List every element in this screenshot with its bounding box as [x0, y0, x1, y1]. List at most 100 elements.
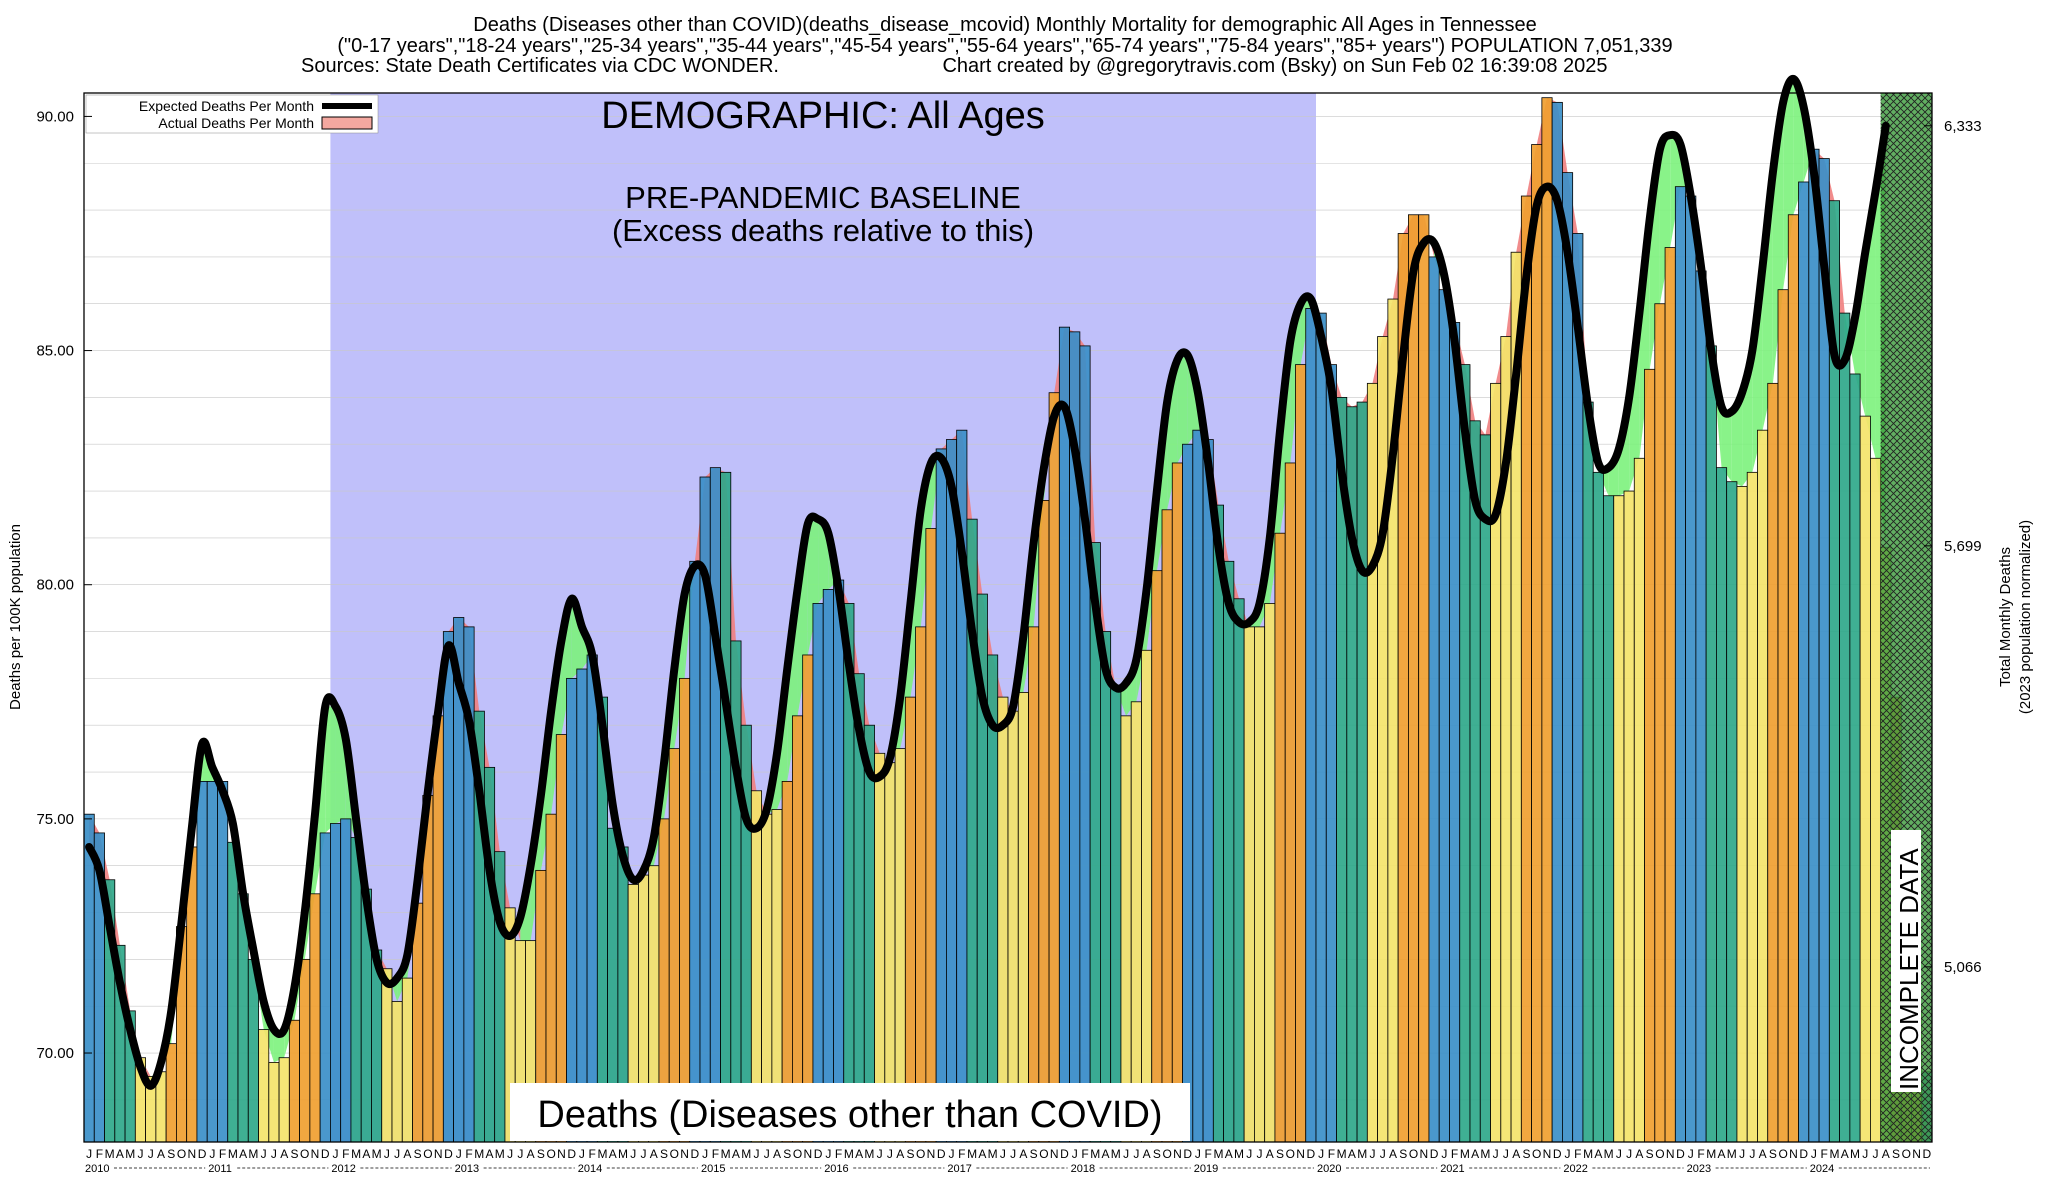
incomplete-data-label: INCOMPLETE DATA	[1894, 848, 1924, 1090]
year-label-bg	[700, 1161, 729, 1173]
month-label: A	[157, 1147, 165, 1161]
month-label: J	[579, 1147, 585, 1161]
deficit-fill	[1177, 355, 1188, 463]
bar	[1408, 214, 1420, 1143]
month-label: J	[1318, 1147, 1324, 1161]
month-label: O	[300, 1147, 309, 1161]
year-label-bg	[1685, 1161, 1715, 1173]
month-label: J	[764, 1147, 770, 1161]
year-label-bg	[1192, 1161, 1222, 1173]
bar	[268, 1061, 280, 1143]
bar	[1233, 598, 1245, 1143]
month-label: M	[1337, 1147, 1347, 1161]
bar	[1377, 336, 1389, 1143]
y2-tick-label: 6,333	[1944, 118, 1982, 135]
month-label: N	[1789, 1147, 1798, 1161]
bar	[1613, 495, 1625, 1143]
legend-actual-label: Actual Deaths Per Month	[158, 115, 314, 131]
bar	[1716, 467, 1728, 1143]
bar	[894, 748, 906, 1143]
month-label: O	[1409, 1147, 1418, 1161]
bar	[1171, 462, 1183, 1143]
bar	[196, 781, 208, 1143]
bar	[391, 1001, 403, 1143]
bar	[1182, 443, 1194, 1143]
month-label: N	[1666, 1147, 1675, 1161]
bar	[1151, 570, 1163, 1143]
bar	[1726, 481, 1738, 1143]
bar	[1100, 631, 1112, 1143]
bar	[1654, 303, 1666, 1143]
bar	[792, 715, 804, 1143]
deficit-fill	[325, 706, 336, 833]
year-label: 2011	[208, 1163, 232, 1175]
month-label: J	[137, 1147, 143, 1161]
month-label: J	[887, 1147, 893, 1161]
month-label: F	[1451, 1147, 1458, 1161]
month-label: M	[844, 1147, 854, 1161]
month-label: F	[1697, 1147, 1704, 1161]
chart-sources: Sources: State Death Certificates via CD…	[301, 55, 779, 77]
bar	[1048, 392, 1060, 1143]
month-label: S	[1030, 1147, 1038, 1161]
bar	[812, 603, 824, 1143]
year-label: 2017	[947, 1163, 971, 1175]
bar	[1551, 101, 1563, 1143]
month-label: N	[1296, 1147, 1305, 1161]
bar	[863, 724, 875, 1143]
month-label: O	[916, 1147, 925, 1161]
month-label: M	[967, 1147, 977, 1161]
year-label: 2016	[824, 1163, 848, 1175]
deficit-fill	[571, 598, 582, 679]
month-label: N	[311, 1147, 320, 1161]
bar	[1746, 471, 1758, 1143]
month-label: D	[567, 1147, 576, 1161]
month-label: A	[403, 1147, 411, 1161]
annotations: DEMOGRAPHIC: All Ages PRE-PANDEMIC BASEL…	[510, 95, 1924, 1141]
month-label: S	[290, 1147, 298, 1161]
month-label: F	[958, 1147, 965, 1161]
month-label: D	[1676, 1147, 1685, 1161]
bar	[350, 837, 362, 1143]
bar	[904, 696, 916, 1143]
month-label: J	[1010, 1147, 1016, 1161]
month-label: F	[96, 1147, 103, 1161]
month-label: M	[1727, 1147, 1737, 1161]
month-label: S	[1522, 1147, 1530, 1161]
month-label: D	[321, 1147, 330, 1161]
month-label: N	[680, 1147, 689, 1161]
bar	[1839, 312, 1851, 1143]
y2-axis-label-line2: (2023 population normalized)	[2017, 520, 2034, 714]
month-label: J	[517, 1147, 523, 1161]
month-label: M	[1357, 1147, 1367, 1161]
deficit-fill	[1721, 406, 1732, 482]
bar	[1664, 247, 1676, 1143]
bar	[1531, 144, 1543, 1143]
month-label: J	[1380, 1147, 1386, 1161]
bar	[1110, 687, 1122, 1143]
bar	[278, 1057, 290, 1143]
bar	[1141, 649, 1153, 1143]
bar	[1479, 434, 1491, 1143]
month-label: J	[507, 1147, 513, 1161]
bar	[1592, 471, 1604, 1143]
bar	[1223, 560, 1235, 1143]
bar	[165, 1043, 177, 1143]
month-label: A	[239, 1147, 247, 1161]
month-label: N	[1173, 1147, 1182, 1161]
month-label: J	[333, 1147, 339, 1161]
bar	[432, 715, 444, 1143]
month-label: J	[753, 1147, 759, 1161]
bar	[299, 958, 311, 1143]
bar	[329, 823, 342, 1143]
month-label: D	[1183, 1147, 1192, 1161]
baseline-label-line1: PRE-PANDEMIC BASELINE	[625, 180, 1021, 215]
month-label: J	[1246, 1147, 1252, 1161]
year-label: 2019	[1194, 1163, 1218, 1175]
month-label: O	[1286, 1147, 1295, 1161]
month-label: J	[1749, 1147, 1755, 1161]
month-label: J	[702, 1147, 708, 1161]
month-label: D	[1060, 1147, 1069, 1161]
